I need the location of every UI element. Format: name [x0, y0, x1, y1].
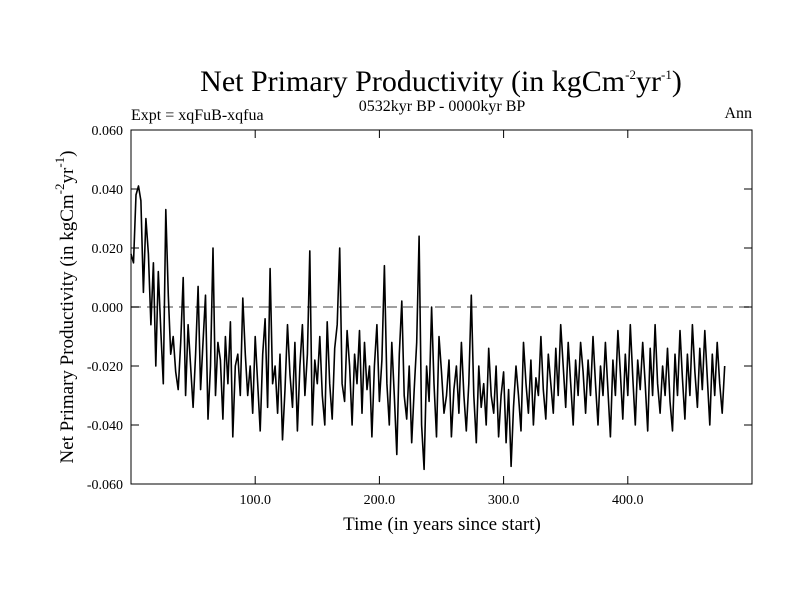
x-tick-label: 100.0	[239, 493, 271, 508]
x-tick-label: 200.0	[364, 493, 396, 508]
experiment-label: Expt = xqFuB-xqfua	[131, 107, 264, 124]
x-axis: 100.0 200.0 300.0 400.0	[239, 130, 644, 508]
period-label: 0532kyr BP - 0000kyr BP	[359, 98, 526, 115]
y-tick-label: 0.060	[92, 124, 124, 139]
season-label: Ann	[724, 105, 752, 122]
y-axis: 0.060 0.040 0.020 0.000 -0.020 -0.040 -0.060	[87, 124, 752, 493]
series-line-0	[130, 185, 726, 471]
chart-title: Net Primary Productivity (in kgCm-2yr-1)	[200, 65, 682, 98]
y-tick-label: -0.060	[87, 478, 123, 493]
x-axis-label: Time (in years since start)	[343, 514, 541, 535]
y-axis-label: Net Primary Productivity (in kgCm-2yr-1)	[52, 151, 78, 464]
y-tick-label: 0.000	[92, 301, 124, 316]
series-group	[130, 185, 726, 471]
y-tick-label: 0.020	[92, 242, 124, 257]
x-tick-label: 300.0	[488, 493, 520, 508]
x-tick-label: 400.0	[612, 493, 644, 508]
y-tick-label: 0.040	[92, 183, 124, 198]
y-tick-label: -0.020	[87, 360, 123, 375]
y-tick-label: -0.040	[87, 419, 123, 434]
